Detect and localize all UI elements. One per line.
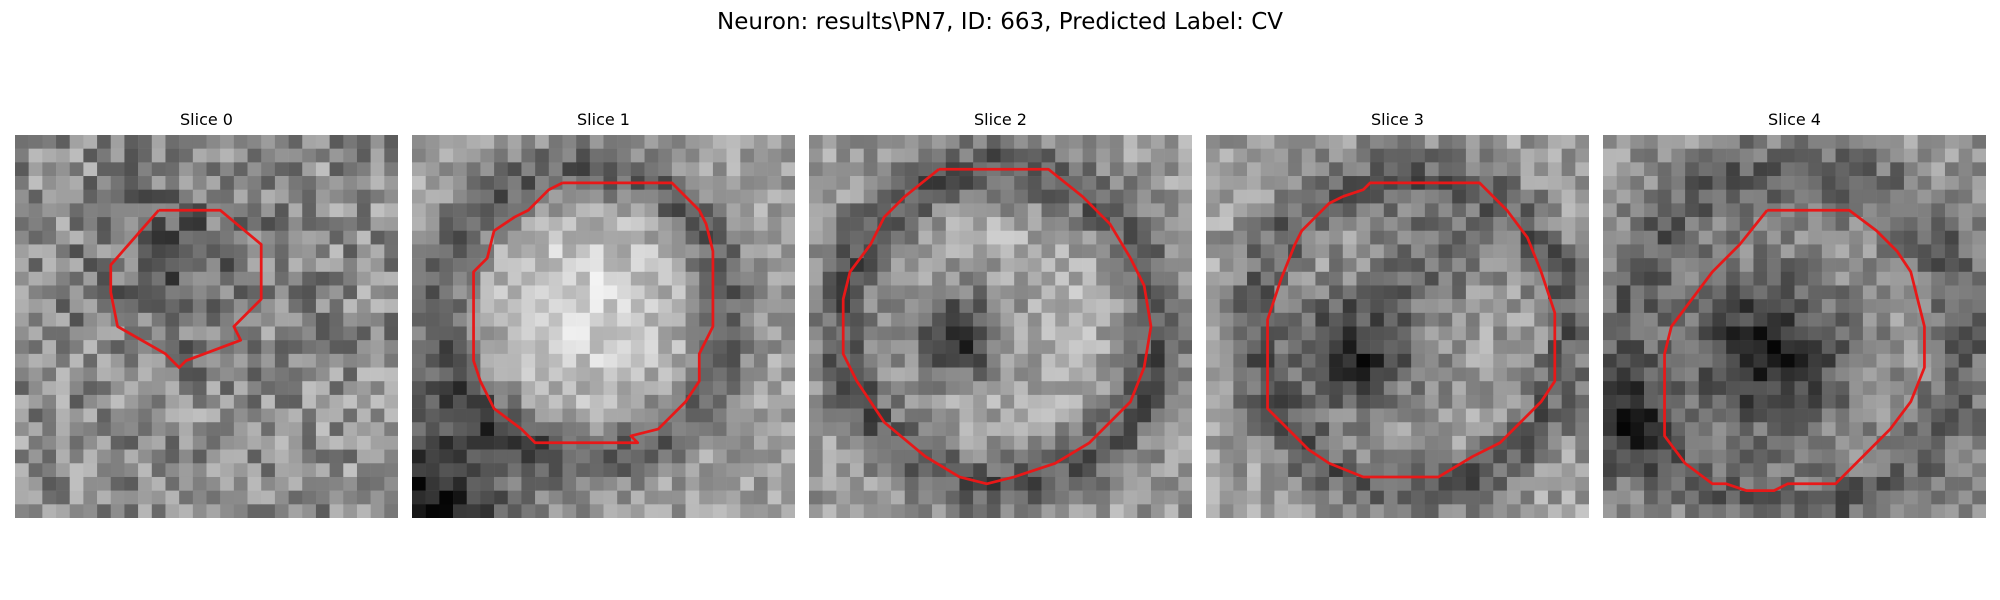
segmentation-outline [1266,181,1557,479]
slice-panel-1: Slice 1 [412,108,795,518]
slice-image-0 [15,135,398,518]
slice-panel-0: Slice 0 [15,108,398,518]
slice-title-3: Slice 3 [1371,110,1424,129]
slice-title-2: Slice 2 [974,110,1027,129]
slice-image-2 [809,135,1192,518]
segmentation-outline [841,167,1153,486]
slice-panel-2: Slice 2 [809,108,1192,518]
segmentation-outline [1663,208,1926,493]
slice-panel-3: Slice 3 [1206,108,1589,518]
slice-title-4: Slice 4 [1768,110,1821,129]
slice-image-3 [1206,135,1589,518]
slice-title-1: Slice 1 [577,110,630,129]
segmentation-outline [109,208,263,369]
figure-title: Neuron: results\PN7, ID: 663, Predicted … [717,9,1283,35]
segmentation-outline [472,181,715,445]
slice-image-1 [412,135,795,518]
slice-title-0: Slice 0 [180,110,233,129]
slice-image-4 [1603,135,1986,518]
slice-panel-4: Slice 4 [1603,108,1986,518]
